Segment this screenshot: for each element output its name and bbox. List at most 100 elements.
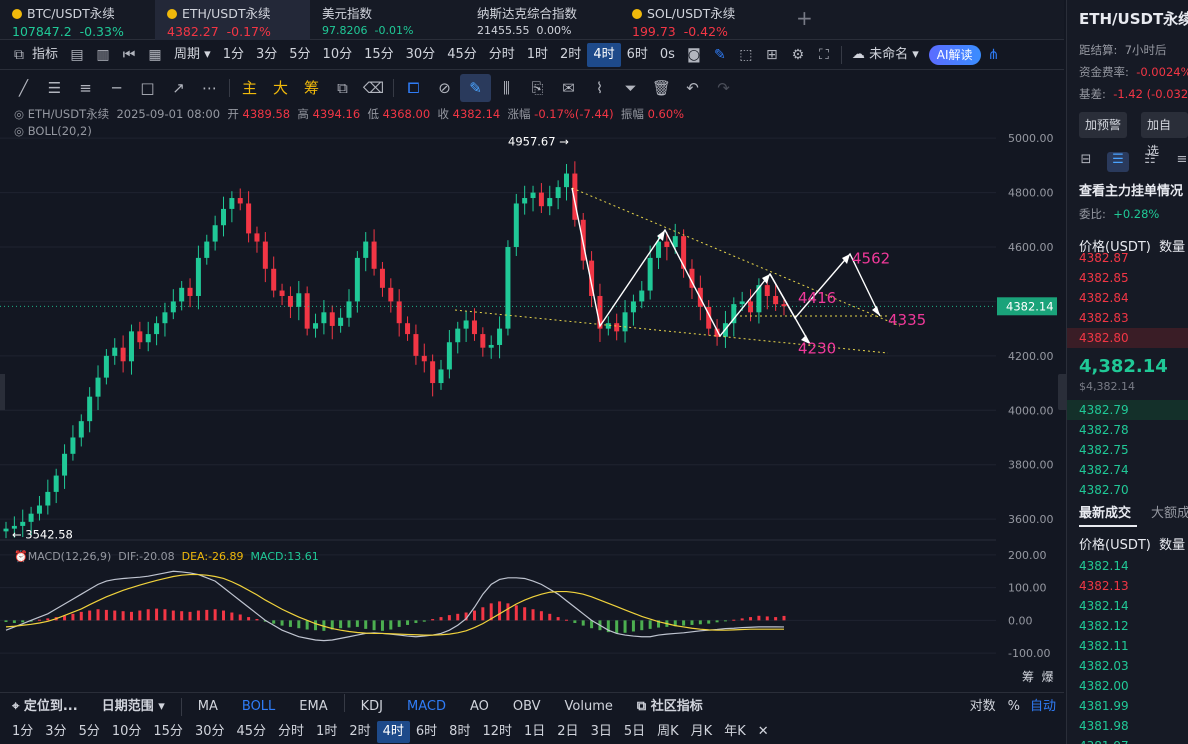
- link-icon[interactable]: ⊘: [438, 79, 451, 97]
- bottom-interval-0[interactable]: 1分: [12, 724, 34, 739]
- candle-icon[interactable]: ⫼: [503, 79, 510, 97]
- indicator-ema[interactable]: EMA: [299, 698, 328, 714]
- main-chip-button[interactable]: 主: [241, 79, 257, 97]
- indicator-ao[interactable]: AO: [469, 698, 489, 714]
- ask-row[interactable]: 4382.85: [1079, 271, 1129, 285]
- orders-title[interactable]: 查看主力挂单情况: [1079, 184, 1184, 199]
- bid-row[interactable]: 4382.74: [1079, 463, 1129, 477]
- trendline-icon[interactable]: ╱: [18, 79, 29, 97]
- bottom-interval-11[interactable]: 6时: [415, 724, 438, 739]
- ticker-btc[interactable]: BTC/USDT永续 107847.2 -0.33%: [0, 0, 155, 40]
- interval-12[interactable]: 0s: [659, 46, 675, 62]
- bid-row[interactable]: 4382.70: [1079, 483, 1129, 497]
- bottom-interval-12[interactable]: 8时: [449, 724, 471, 739]
- indicator-ma[interactable]: MA: [197, 698, 218, 714]
- rewind-icon[interactable]: ⏮: [122, 46, 136, 63]
- collapse-right-handle[interactable]: [1058, 374, 1066, 410]
- ask-row[interactable]: 4382.87: [1079, 251, 1129, 265]
- ticker-eth[interactable]: ETH/USDT永续 4382.27 -0.17%: [155, 0, 310, 40]
- eraser-icon[interactable]: ⌫: [362, 79, 385, 97]
- orderbook-asks-icon[interactable]: ☰: [1107, 152, 1129, 172]
- indicator-volume[interactable]: Volume: [564, 698, 613, 714]
- bottom-interval-6[interactable]: 45分: [236, 724, 267, 739]
- more-icon[interactable]: ⋯: [202, 79, 217, 97]
- chips-toggle[interactable]: 筹: [1022, 670, 1035, 684]
- add-watchlist-button[interactable]: 加自选: [1141, 112, 1188, 158]
- date-range-button[interactable]: 日期范围 ▾: [101, 698, 165, 714]
- price-axis[interactable]: 5000.004800.004600.004400.004200.004000.…: [997, 132, 1057, 660]
- indicator-icon[interactable]: ⧉: [14, 46, 24, 63]
- period-button[interactable]: 周期 ▾: [174, 46, 211, 62]
- interval-5[interactable]: 30分: [405, 46, 436, 62]
- bottom-interval-20[interactable]: 年K: [724, 724, 746, 739]
- note-icon[interactable]: ✉: [562, 79, 575, 97]
- bottom-interval-2[interactable]: 5分: [78, 724, 100, 739]
- template-icon[interactable]: ⊞: [766, 46, 778, 63]
- ticker-nasdaq[interactable]: 纳斯达克综合指数 21455.55 0.00%: [465, 0, 620, 40]
- ask-row[interactable]: 4382.83: [1079, 311, 1129, 325]
- brush-icon[interactable]: ⌇: [595, 79, 604, 97]
- add-ticker-icon[interactable]: +: [796, 6, 813, 30]
- trash-icon[interactable]: 🗑: [651, 79, 672, 97]
- interval-10[interactable]: 4时: [587, 42, 621, 67]
- ai-button[interactable]: AI解读: [928, 44, 981, 65]
- percent-scale-toggle[interactable]: %: [1007, 698, 1020, 714]
- draw-mode-icon[interactable]: ✎: [460, 74, 491, 102]
- pen-icon[interactable]: ✎: [714, 46, 726, 63]
- copy-icon[interactable]: ⎘: [531, 79, 544, 97]
- interval-4[interactable]: 15分: [364, 46, 394, 62]
- interval-6[interactable]: 45分: [447, 46, 477, 62]
- calendar-icon[interactable]: ▤: [70, 46, 84, 63]
- bottom-interval-17[interactable]: 5日: [623, 724, 646, 739]
- add-alert-button[interactable]: 加预警: [1079, 112, 1128, 138]
- rectangle-icon[interactable]: □: [140, 79, 155, 97]
- visibility-icon[interactable]: ◎: [14, 107, 25, 121]
- bottom-interval-3[interactable]: 10分: [111, 724, 142, 739]
- share-icon[interactable]: ⋔: [987, 46, 1000, 63]
- redo-icon[interactable]: ↷: [717, 79, 730, 97]
- magnet-icon[interactable]: ⧠: [407, 79, 420, 97]
- interval-8[interactable]: 1时: [526, 46, 549, 62]
- close-icon[interactable]: ✕: [757, 724, 769, 739]
- trades-tab[interactable]: 最新成交: [1079, 506, 1132, 521]
- layout-icon[interactable]: ▥: [96, 46, 110, 63]
- hlines-icon[interactable]: ☰: [47, 79, 62, 97]
- interval-3[interactable]: 10分: [322, 46, 353, 62]
- wave-path[interactable]: [571, 187, 881, 338]
- chip-button[interactable]: 筹: [303, 79, 319, 97]
- log-scale-toggle[interactable]: 对数: [969, 698, 996, 714]
- orderbook-both-icon[interactable]: ⊟: [1080, 152, 1092, 167]
- horizontal-line-icon[interactable]: ─: [111, 79, 122, 97]
- bottom-interval-16[interactable]: 3日: [590, 724, 612, 739]
- locate-button[interactable]: ⌖ 定位到...: [12, 698, 78, 714]
- orderbook-list-icon[interactable]: ≡: [1176, 152, 1188, 167]
- bid-row[interactable]: 4382.79: [1067, 400, 1188, 420]
- bottom-interval-5[interactable]: 30分: [194, 724, 225, 739]
- price-chart[interactable]: 4957.67 → ← 3542.58 4562 4416 4335 4230 5000…: [0, 130, 1064, 670]
- ticker-sol[interactable]: SOL/USDT永续 199.73 -0.42%: [620, 0, 775, 40]
- crop-icon[interactable]: ⬚: [739, 46, 753, 63]
- bottom-interval-9[interactable]: 2时: [349, 724, 371, 739]
- channel-icon[interactable]: ≡: [79, 79, 92, 97]
- interval-2[interactable]: 5分: [289, 46, 311, 62]
- resistance-line[interactable]: [571, 187, 901, 327]
- alarm-icon[interactable]: ⏰: [14, 550, 28, 563]
- interval-11[interactable]: 6时: [626, 46, 648, 62]
- big-trades-tab[interactable]: 大额成: [1151, 506, 1188, 521]
- indicator-button[interactable]: 指标: [32, 46, 59, 62]
- indicator-obv[interactable]: OBV: [512, 698, 541, 714]
- filter-icon[interactable]: ⏷: [624, 79, 637, 97]
- bottom-interval-7[interactable]: 分时: [278, 724, 305, 739]
- arrow-icon[interactable]: ↗: [172, 79, 185, 97]
- fullscreen-icon[interactable]: ⛶: [819, 46, 829, 63]
- layout-menu[interactable]: ☁ 未命名 ▾: [851, 46, 919, 62]
- undo-icon[interactable]: ↶: [686, 79, 699, 97]
- ticker-dxy[interactable]: 美元指数 97.8206 -0.01%: [310, 0, 465, 40]
- bottom-interval-15[interactable]: 2日: [557, 724, 579, 739]
- bid-row[interactable]: 4382.78: [1079, 423, 1129, 437]
- orderbook-bids-icon[interactable]: ☷: [1144, 152, 1156, 167]
- visibility-icon[interactable]: ◎: [14, 124, 25, 138]
- bottom-interval-13[interactable]: 12时: [482, 724, 512, 739]
- interval-0[interactable]: 1分: [222, 46, 244, 62]
- camera-icon[interactable]: ◙: [687, 46, 701, 63]
